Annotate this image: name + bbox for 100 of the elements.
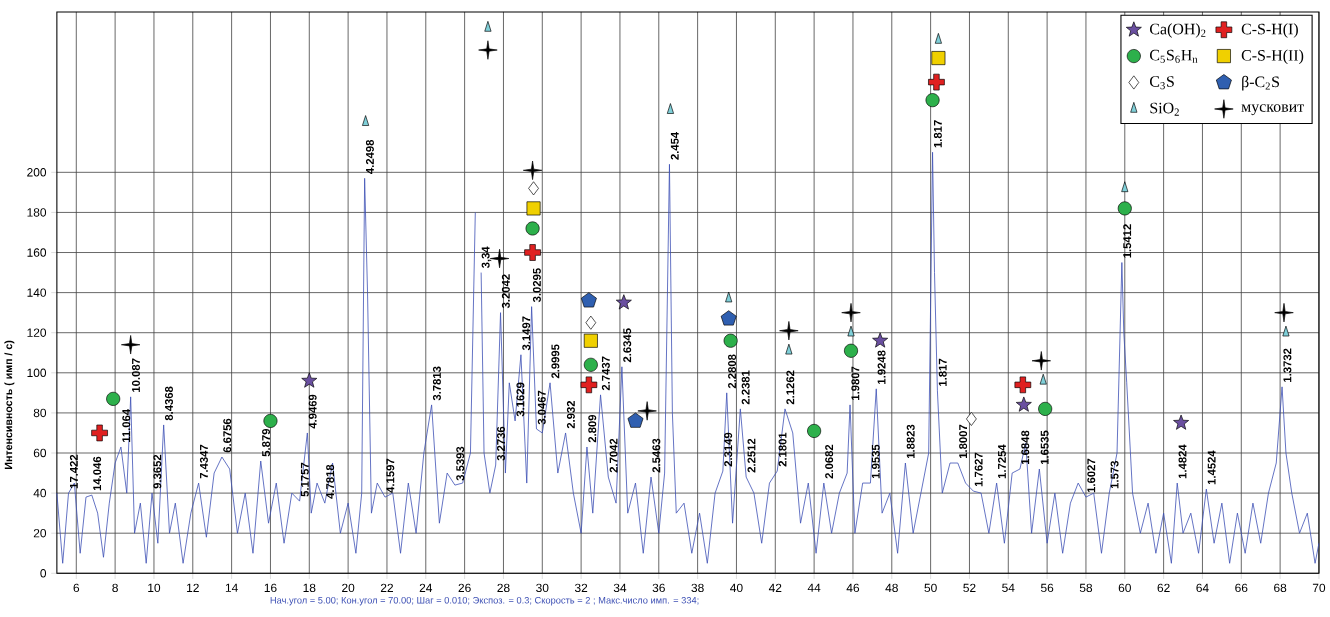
annotation: 1.4824 bbox=[1178, 444, 1187, 479]
point bbox=[615, 294, 632, 310]
annotation: 1.817 bbox=[933, 120, 942, 148]
point bbox=[1274, 303, 1294, 323]
x-tick-label: 20 bbox=[342, 583, 355, 593]
x-tick-label: 66 bbox=[1235, 583, 1248, 593]
x-tick-label: 46 bbox=[846, 583, 860, 593]
y-tick-label: 20 bbox=[33, 528, 47, 538]
point bbox=[478, 40, 498, 60]
annotation: 4.7818 bbox=[326, 464, 335, 499]
annotation: 10.087 bbox=[131, 358, 140, 392]
x-tick-label: 32 bbox=[574, 583, 588, 593]
legend-label: Ca(OH)$_{2}$ bbox=[1150, 23, 1206, 38]
annotation: 3.5393 bbox=[456, 446, 465, 481]
annotation: 3.0467 bbox=[537, 390, 546, 425]
annotation: 2.809 bbox=[588, 414, 597, 443]
y-axis-title: Интенсивность ( имп / с) bbox=[4, 340, 15, 469]
point bbox=[844, 343, 858, 358]
x-tick-label: 44 bbox=[807, 583, 821, 592]
legend-label: β-C$_{2}$S bbox=[1242, 75, 1280, 91]
annotation: 2.3149 bbox=[724, 432, 733, 467]
annotation: 1.6535 bbox=[1040, 430, 1049, 465]
annotation: 11.064 bbox=[122, 408, 131, 442]
point bbox=[526, 201, 541, 216]
annotation: 2.0682 bbox=[825, 444, 834, 479]
x-tick-label: 56 bbox=[1040, 583, 1054, 593]
x-tick-label: 34 bbox=[613, 583, 627, 593]
x-tick-label: 36 bbox=[652, 583, 665, 593]
annotation: 1.817 bbox=[938, 358, 947, 386]
point bbox=[524, 244, 541, 261]
point bbox=[362, 115, 370, 126]
x-tick-label: 22 bbox=[380, 583, 393, 592]
y-tick-label: 200 bbox=[27, 168, 47, 177]
point bbox=[580, 376, 598, 394]
point bbox=[583, 333, 598, 348]
annotation: 1.8007 bbox=[959, 424, 968, 459]
x-tick-label: 40 bbox=[730, 583, 743, 593]
annotation: 3.2042 bbox=[501, 274, 510, 309]
point bbox=[637, 401, 657, 421]
annotation: 3.1629 bbox=[516, 382, 525, 417]
annotation: 2.454 bbox=[670, 131, 679, 160]
annotation: 4.2498 bbox=[365, 139, 374, 174]
annotation: 2.1262 bbox=[786, 370, 795, 405]
x-tick-label: 62 bbox=[1157, 583, 1170, 593]
annotation: 2.7437 bbox=[601, 356, 610, 391]
x-tick-label: 70 bbox=[1312, 583, 1326, 593]
annotation: 7.4347 bbox=[199, 444, 208, 479]
y-tick-label: 0 bbox=[40, 569, 47, 578]
x-tick-label: 18 bbox=[303, 583, 316, 593]
annotation: 4.9469 bbox=[308, 394, 317, 429]
x-tick-label: 30 bbox=[536, 583, 549, 593]
point bbox=[872, 332, 889, 348]
annotation: 3.7813 bbox=[432, 366, 441, 401]
annotation: 3.1497 bbox=[522, 316, 531, 351]
x-tick-label: 16 bbox=[264, 583, 277, 593]
point bbox=[723, 333, 738, 348]
x-tick-label: 12 bbox=[187, 583, 199, 592]
annotation: 3.0295 bbox=[532, 268, 541, 303]
point bbox=[1173, 414, 1189, 430]
annotation: 1.7254 bbox=[997, 444, 1006, 479]
x-tick-label: 24 bbox=[419, 583, 433, 592]
y-tick-label: 60 bbox=[33, 448, 47, 458]
annotation: 5.1757 bbox=[300, 462, 309, 497]
annotation: 1.9807 bbox=[851, 366, 860, 400]
point bbox=[528, 181, 539, 196]
y-tick-label: 80 bbox=[33, 408, 47, 418]
annotation: 5.879 bbox=[262, 428, 271, 457]
annotation: 1.8823 bbox=[906, 424, 915, 459]
text: Нач.угол = 5.00; Кон.угол = 70.00; Шаг = 0.010; Экспоз. = 0.3; Скорость = 2 ; Макс.число имп. = 334; bbox=[270, 596, 699, 606]
annotation: 1.9248 bbox=[877, 350, 886, 384]
y-tick-label: 120 bbox=[27, 328, 47, 337]
annotation: 6.6756 bbox=[223, 418, 232, 453]
point bbox=[91, 424, 108, 442]
annotation: 1.9535 bbox=[871, 444, 880, 479]
annotation: 1.573 bbox=[1110, 460, 1119, 489]
legend-label: C-S-H(II) bbox=[1241, 49, 1304, 64]
x-tick-label: 28 bbox=[497, 583, 510, 593]
annotation: 1.6027 bbox=[1087, 458, 1096, 493]
legend-label: C$_{5}$S$_{6}$H$_{n}$ bbox=[1150, 49, 1198, 63]
annotation: 8.4368 bbox=[164, 386, 173, 421]
legend-label: C-S-H(I) bbox=[1241, 23, 1298, 38]
annotation: 2.9995 bbox=[551, 344, 560, 379]
point bbox=[1038, 401, 1053, 416]
x-tick-label: 48 bbox=[885, 583, 898, 593]
point bbox=[1031, 351, 1051, 371]
legend-label: SiO$_{2}$ bbox=[1150, 102, 1179, 116]
annotation: 2.2381 bbox=[741, 370, 750, 405]
y-tick-label: 100 bbox=[27, 368, 47, 377]
point bbox=[1015, 396, 1032, 412]
legend-label: C$_{3}$S bbox=[1150, 76, 1174, 90]
point bbox=[925, 93, 940, 108]
annotation: 1.3732 bbox=[1283, 348, 1292, 382]
x-tick-label: 38 bbox=[691, 583, 704, 593]
point bbox=[106, 391, 121, 406]
point bbox=[931, 51, 946, 65]
point bbox=[580, 292, 597, 308]
annotation: 2.2808 bbox=[728, 354, 737, 389]
point bbox=[966, 411, 977, 426]
annotation: 1.7627 bbox=[974, 452, 983, 487]
x-tick-label: 8 bbox=[112, 583, 118, 593]
